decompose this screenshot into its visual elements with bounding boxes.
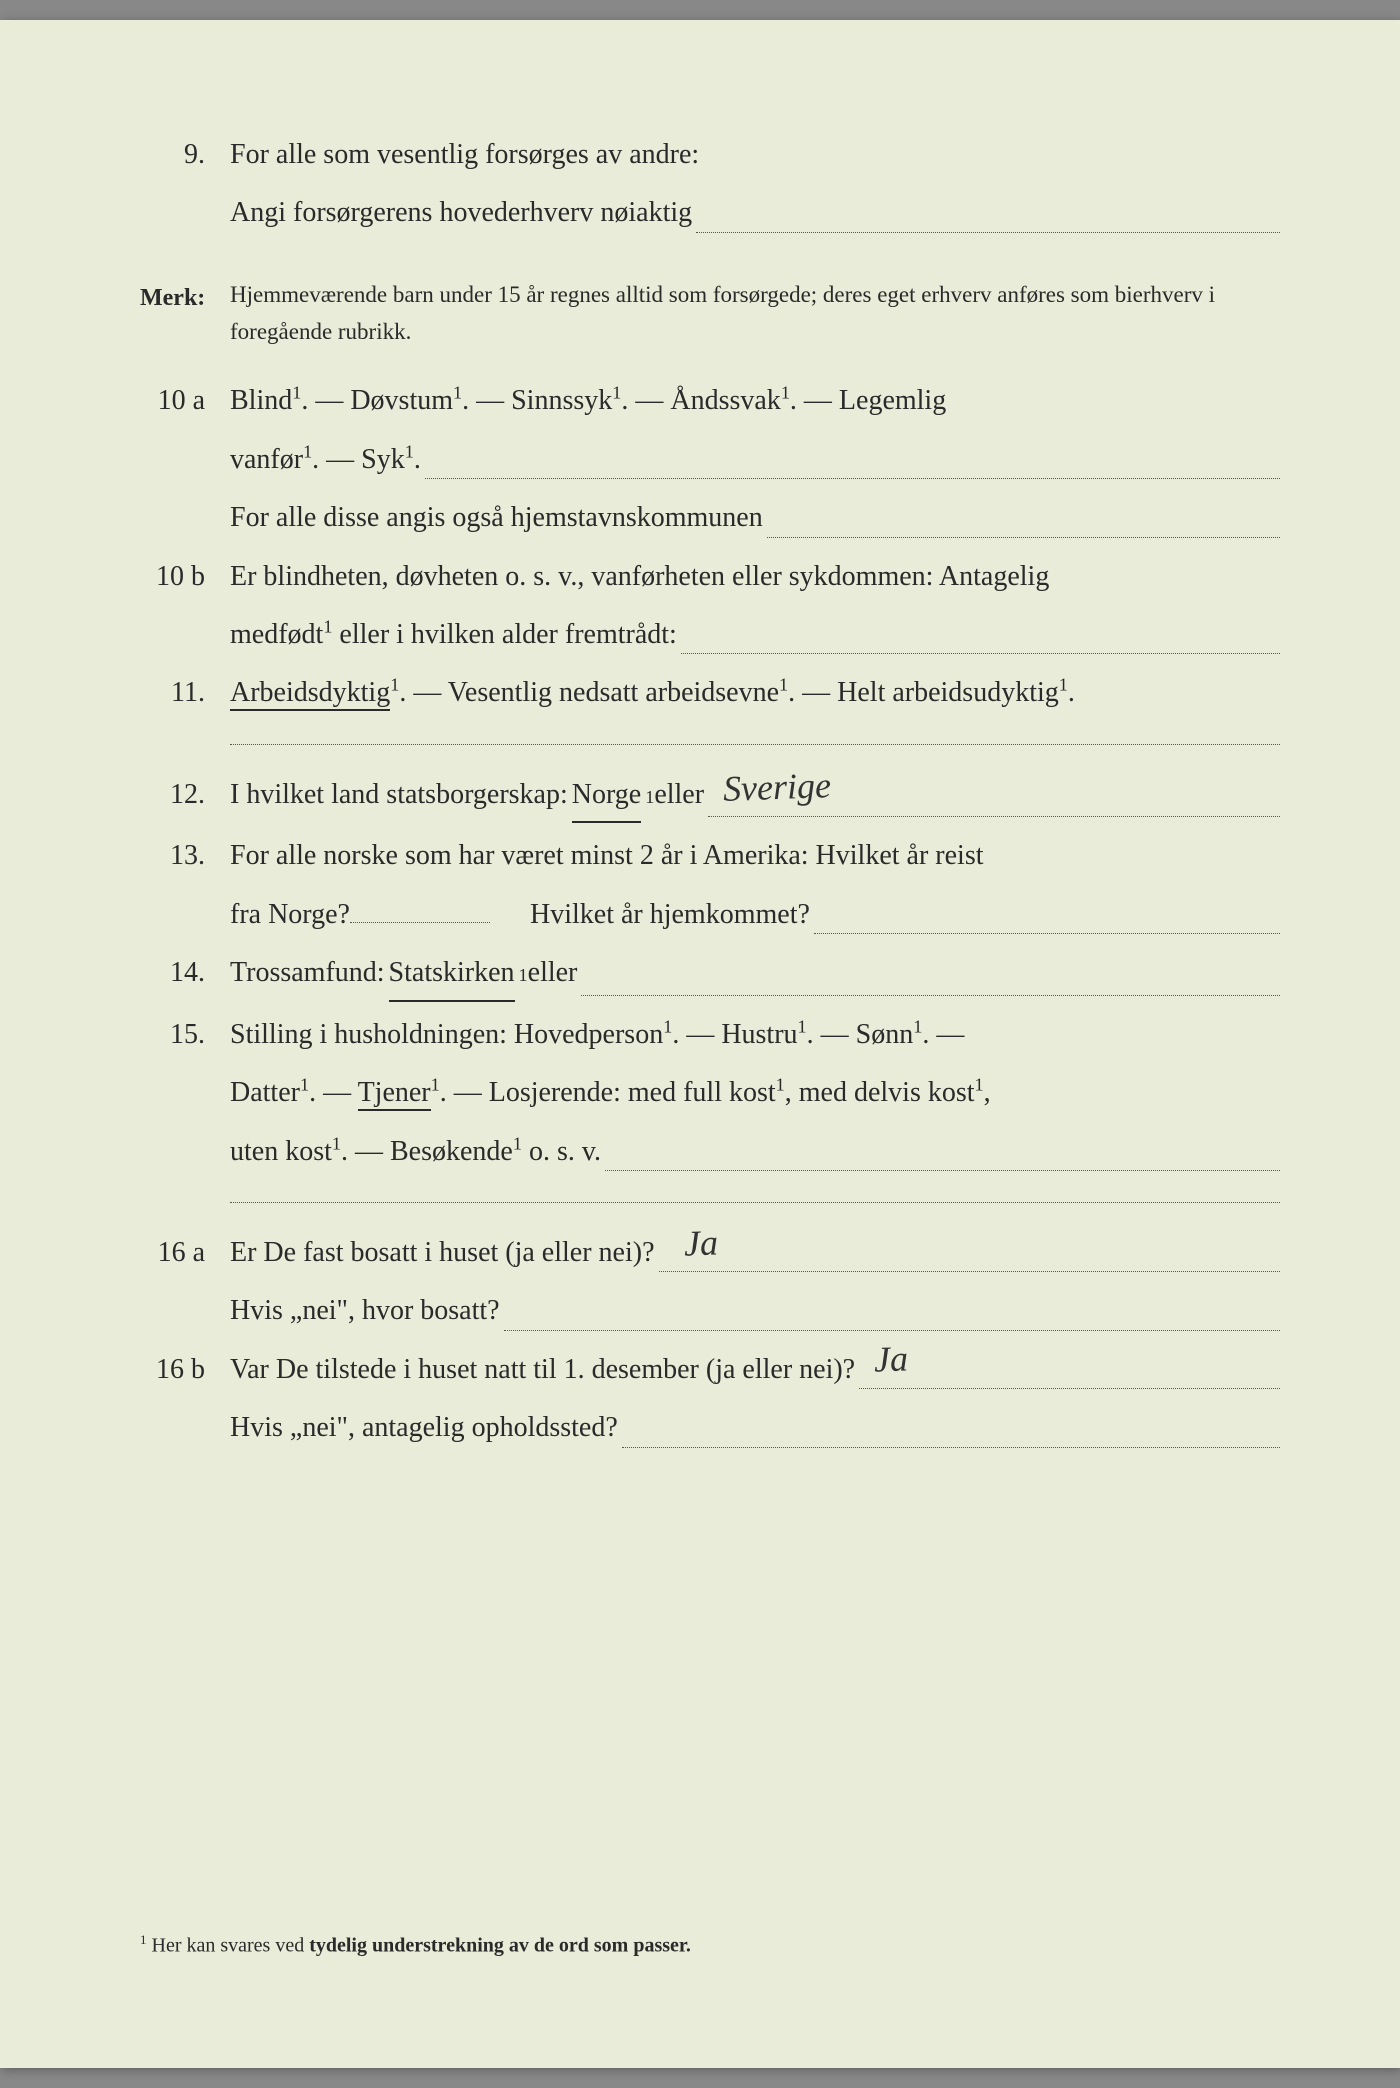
footnote-bold: tydelig understrekning av de ord som pas… [309,1935,691,1957]
blank-line [581,968,1280,996]
question-15-line1: 15. Stilling i husholdningen: Hovedperso… [140,1010,1280,1060]
q11-number: 11. [140,668,230,718]
q16b-text2: Hvis „nei", antagelig opholdssted? [230,1403,618,1453]
footnote: 1 Her kan svares ved tydelig understrekn… [140,1932,691,1958]
blank-line [814,906,1280,934]
q13-number: 13. [140,831,230,881]
merk-note: Merk: Hjemmeværende barn under 15 år reg… [140,277,1280,351]
question-10b-line1: 10 b Er blindheten, døvheten o. s. v., v… [140,552,1280,602]
question-16b-line1: 16 b Var De tilstede i huset natt til 1.… [140,1345,1280,1395]
q10b-content2: medfødt1 eller i hvilken alder fremtrådt… [230,610,677,660]
blank-line [696,205,1280,233]
q15-content2: Datter1. — Tjener1. — Losjerende: med fu… [230,1068,1280,1118]
q10b-number: 10 b [140,552,230,602]
q15-content1: Stilling i husholdningen: Hovedperson1. … [230,1010,1280,1060]
q12-text-b: eller [654,770,704,820]
question-11: 11. Arbeidsdyktig1. — Vesentlig nedsatt … [140,668,1280,718]
blank-line: Ja [859,1361,1280,1389]
question-10a-line2: vanfør1. — Syk1. [140,435,1280,485]
question-10b-line2: medfødt1 eller i hvilken alder fremtrådt… [140,610,1280,660]
footnote-text: Her kan svares ved [152,1935,310,1957]
q16a-number: 16 a [140,1228,230,1278]
q16a-text2: Hvis „nei", hvor bosatt? [230,1286,500,1336]
blank-line [622,1420,1280,1448]
q15-content3: uten kost1. — Besøkende1 o. s. v. [230,1127,601,1177]
divider [230,744,1280,745]
question-9-line2: Angi forsørgerens hovederhverv nøiaktig [140,188,1280,238]
q15-number: 15. [140,1010,230,1060]
footnote-sup: 1 [140,1932,147,1947]
divider [230,1202,1280,1203]
q12-handwritten: Sverige [722,753,832,822]
q12-text-a: I hvilket land statsborgerskap: [230,770,568,820]
question-16a-line1: 16 a Er De fast bosatt i huset (ja eller… [140,1228,1280,1278]
blank-line [767,510,1280,538]
q14-text-a: Trossamfund: [230,948,385,998]
question-10a-line1: 10 a Blind1. — Døvstum1. — Sinnssyk1. — … [140,376,1280,426]
q10a-content2: vanfør1. — Syk1. [230,435,421,485]
q10a-content1: Blind1. — Døvstum1. — Sinnssyk1. — Åndss… [230,376,1280,426]
question-14: 14. Trossamfund: Statskirken1 eller [140,948,1280,1001]
q12-norge: Norge [572,770,641,823]
question-13-line1: 13. For alle norske som har været minst … [140,831,1280,881]
blank-line [425,451,1280,479]
q11-content: Arbeidsdyktig1. — Vesentlig nedsatt arbe… [230,668,1280,718]
question-16b-line2: Hvis „nei", antagelig opholdssted? [140,1403,1280,1453]
q13-text2b: Hvilket år hjemkommet? [530,890,810,940]
q9-number: 9. [140,130,230,180]
q10a-number: 10 a [140,376,230,426]
blank-line: Sverige [708,789,1280,817]
q13-text2a: fra Norge? [230,890,350,940]
q16b-text1: Var De tilstede i huset natt til 1. dese… [230,1345,855,1395]
q10b-text1: Er blindheten, døvheten o. s. v., vanfør… [230,552,1280,602]
question-16a-line2: Hvis „nei", hvor bosatt? [140,1286,1280,1336]
q11-underlined: Arbeidsdyktig [230,677,390,711]
q14-statskirken: Statskirken [389,948,515,1001]
merk-text: Hjemmeværende barn under 15 år regnes al… [230,277,1280,351]
q14-number: 14. [140,948,230,998]
question-13-line2: fra Norge? Hvilket år hjemkommet? [140,890,1280,941]
q13-text1: For alle norske som har været minst 2 år… [230,831,1280,881]
blank-line [681,626,1280,654]
q10a-text3: For alle disse angis også hjemstavnskomm… [230,493,763,543]
blank-line: Ja [659,1244,1281,1272]
q16a-text1: Er De fast bosatt i huset (ja eller nei)… [230,1228,655,1278]
q16b-answer: Ja [873,1327,909,1393]
q12-number: 12. [140,770,230,820]
blank-line [605,1143,1280,1171]
question-15-line2: Datter1. — Tjener1. — Losjerende: med fu… [140,1068,1280,1118]
document-page: 9. For alle som vesentlig forsørges av a… [0,20,1400,2068]
question-15-line3: uten kost1. — Besøkende1 o. s. v. [140,1127,1280,1177]
q15-tjener: Tjener [358,1077,431,1111]
q9-text2: Angi forsørgerens hovederhverv nøiaktig [230,188,692,238]
q14-text-b: eller [528,948,578,998]
q9-text1: For alle som vesentlig forsørges av andr… [230,130,1280,180]
question-12: 12. I hvilket land statsborgerskap: Norg… [140,770,1280,823]
question-9-line1: 9. For alle som vesentlig forsørges av a… [140,130,1280,180]
blank-short [350,890,490,924]
q16b-number: 16 b [140,1345,230,1395]
question-10a-line3: For alle disse angis også hjemstavnskomm… [140,493,1280,543]
merk-label: Merk: [140,277,230,320]
q16a-answer: Ja [682,1210,718,1276]
